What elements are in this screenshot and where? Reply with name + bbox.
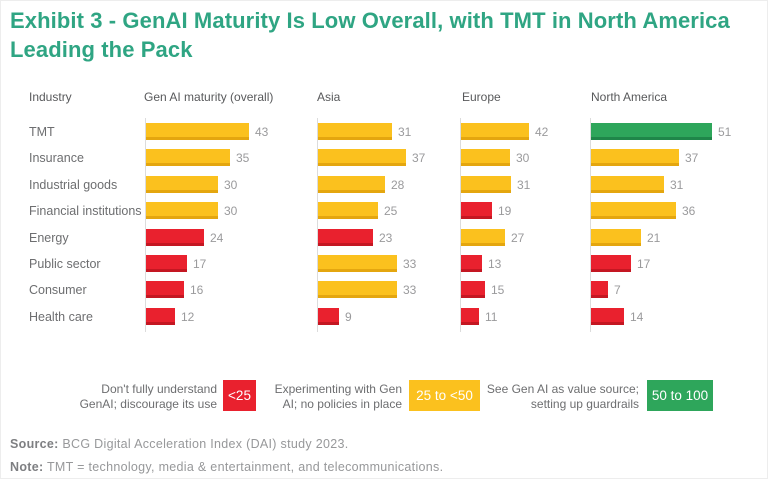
column-header-asia: Asia xyxy=(317,90,341,104)
note-line: Note: TMT = technology, media & entertai… xyxy=(10,460,443,474)
bar-asia-tmt xyxy=(318,123,392,140)
row-label-public-sector: Public sector xyxy=(29,257,101,271)
row-label-financial-institutions: Financial institutions xyxy=(29,204,142,218)
bar-gen-ai-maturity-overall-public-sector xyxy=(146,255,187,272)
legend-swatch-yellow: 25 to <50 xyxy=(409,380,480,411)
bar-europe-consumer xyxy=(461,281,485,298)
bar-value-asia-financial-institutions: 25 xyxy=(384,204,398,218)
bar-gen-ai-maturity-overall-consumer xyxy=(146,281,184,298)
bar-value-north-america-industrial-goods: 31 xyxy=(670,178,684,192)
bar-north-america-insurance xyxy=(591,149,679,166)
bar-gen-ai-maturity-overall-health-care xyxy=(146,308,175,325)
bar-value-europe-energy: 27 xyxy=(511,231,525,245)
row-label-industrial-goods: Industrial goods xyxy=(29,178,118,192)
bar-gen-ai-maturity-overall-financial-institutions xyxy=(146,202,218,219)
bar-value-north-america-energy: 21 xyxy=(647,231,661,245)
bar-value-europe-consumer: 15 xyxy=(491,283,505,297)
bar-asia-financial-institutions xyxy=(318,202,378,219)
source-line: Source: BCG Digital Acceleration Index (… xyxy=(10,437,348,451)
legend-swatch-green: 50 to 100 xyxy=(647,380,713,411)
bar-value-gen-ai-maturity-overall-energy: 24 xyxy=(210,231,224,245)
axis-line-north-america xyxy=(590,118,591,332)
bar-value-asia-consumer: 33 xyxy=(403,283,417,297)
bar-gen-ai-maturity-overall-energy xyxy=(146,229,204,246)
legend-label-red: Don't fully understand GenAI; discourage… xyxy=(79,382,217,411)
axis-line-europe xyxy=(460,118,461,332)
bar-north-america-health-care xyxy=(591,308,624,325)
bar-value-europe-health-care: 11 xyxy=(485,310,498,324)
legend-label-yellow: Experimenting with Gen AI; no policies i… xyxy=(274,382,402,411)
bar-value-gen-ai-maturity-overall-health-care: 12 xyxy=(181,310,195,324)
bar-value-europe-financial-institutions: 19 xyxy=(498,204,512,218)
row-label-consumer: Consumer xyxy=(29,283,87,297)
bar-value-europe-insurance: 30 xyxy=(516,151,530,165)
bar-value-asia-industrial-goods: 28 xyxy=(391,178,405,192)
bar-value-gen-ai-maturity-overall-tmt: 43 xyxy=(255,125,269,139)
bar-north-america-consumer xyxy=(591,281,608,298)
bar-asia-industrial-goods xyxy=(318,176,385,193)
note-text: TMT = technology, media & entertainment,… xyxy=(43,460,444,474)
bar-value-north-america-consumer: 7 xyxy=(614,283,621,297)
bar-value-north-america-public-sector: 17 xyxy=(637,257,651,271)
bar-value-gen-ai-maturity-overall-consumer: 16 xyxy=(190,283,204,297)
bar-europe-energy xyxy=(461,229,505,246)
legend-label-green: See Gen AI as value source; setting up g… xyxy=(486,382,639,411)
bar-value-asia-public-sector: 33 xyxy=(403,257,417,271)
bar-asia-energy xyxy=(318,229,373,246)
bar-value-north-america-financial-institutions: 36 xyxy=(682,204,696,218)
bar-north-america-public-sector xyxy=(591,255,631,272)
row-label-energy: Energy xyxy=(29,231,69,245)
bar-value-north-america-insurance: 37 xyxy=(685,151,699,165)
axis-line-asia xyxy=(317,118,318,332)
bar-value-asia-health-care: 9 xyxy=(345,310,352,324)
bar-asia-health-care xyxy=(318,308,339,325)
bar-value-asia-energy: 23 xyxy=(379,231,393,245)
bar-europe-public-sector xyxy=(461,255,482,272)
column-header-north-america: North America xyxy=(591,90,668,104)
bar-asia-consumer xyxy=(318,281,397,298)
bar-value-gen-ai-maturity-overall-insurance: 35 xyxy=(236,151,250,165)
source-text: BCG Digital Acceleration Index (DAI) stu… xyxy=(58,437,349,451)
column-header-europe: Europe xyxy=(462,90,501,104)
bar-gen-ai-maturity-overall-tmt xyxy=(146,123,249,140)
bar-asia-public-sector xyxy=(318,255,397,272)
note-prefix: Note: xyxy=(10,460,44,474)
bar-north-america-tmt xyxy=(591,123,712,140)
bar-europe-insurance xyxy=(461,149,510,166)
source-prefix: Source: xyxy=(10,437,59,451)
bar-value-europe-tmt: 42 xyxy=(535,125,549,139)
legend-swatch-red: <25 xyxy=(223,380,256,411)
row-label-tmt: TMT xyxy=(29,125,55,139)
bar-gen-ai-maturity-overall-industrial-goods xyxy=(146,176,218,193)
bar-north-america-energy xyxy=(591,229,641,246)
bar-europe-health-care xyxy=(461,308,479,325)
bar-value-gen-ai-maturity-overall-public-sector: 17 xyxy=(193,257,207,271)
column-header-industry: Industry xyxy=(29,90,72,104)
bar-europe-financial-institutions xyxy=(461,202,492,219)
bar-value-europe-industrial-goods: 31 xyxy=(517,178,531,192)
bar-north-america-financial-institutions xyxy=(591,202,676,219)
bar-value-asia-insurance: 37 xyxy=(412,151,426,165)
bar-north-america-industrial-goods xyxy=(591,176,664,193)
bar-value-north-america-health-care: 14 xyxy=(630,310,644,324)
row-label-health-care: Health care xyxy=(29,310,93,324)
bar-value-asia-tmt: 31 xyxy=(398,125,412,139)
bar-value-europe-public-sector: 13 xyxy=(488,257,502,271)
bar-asia-insurance xyxy=(318,149,406,166)
bar-value-gen-ai-maturity-overall-industrial-goods: 30 xyxy=(224,178,238,192)
axis-line-gen-ai-maturity-overall xyxy=(145,118,146,332)
bar-gen-ai-maturity-overall-insurance xyxy=(146,149,230,166)
column-header-overall: Gen AI maturity (overall) xyxy=(144,90,274,104)
exhibit-title: Exhibit 3 - GenAI Maturity Is Low Overal… xyxy=(10,8,730,63)
bar-europe-industrial-goods xyxy=(461,176,511,193)
row-label-insurance: Insurance xyxy=(29,151,84,165)
bar-value-north-america-tmt: 51 xyxy=(718,125,732,139)
bar-europe-tmt xyxy=(461,123,529,140)
bar-value-gen-ai-maturity-overall-financial-institutions: 30 xyxy=(224,204,238,218)
